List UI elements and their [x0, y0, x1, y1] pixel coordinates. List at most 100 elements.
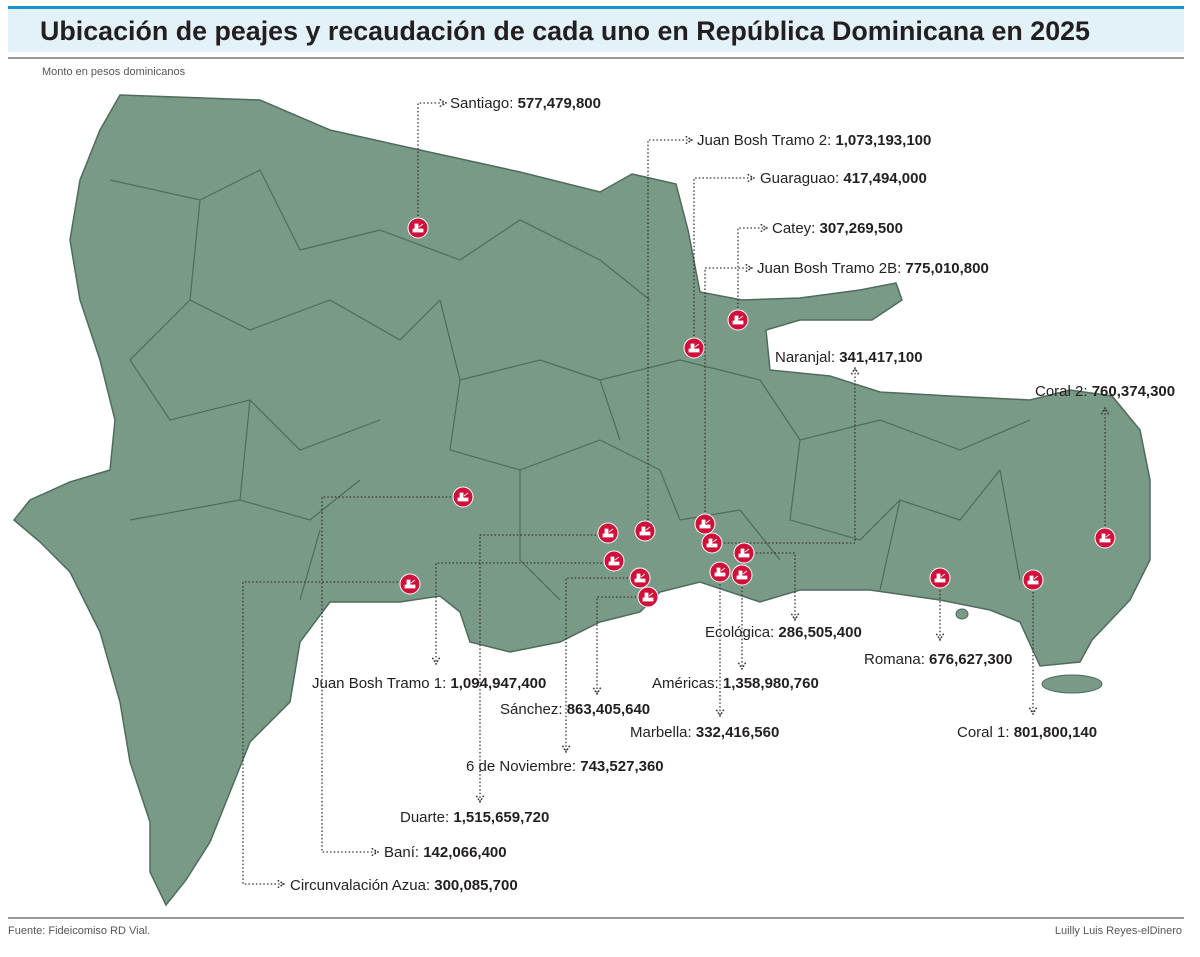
toll-name: Catey: — [772, 220, 815, 237]
toll-name: Baní: — [384, 844, 419, 861]
toll-label: 6 de Noviembre: 743,527,360 — [466, 758, 664, 775]
toll-marker — [731, 564, 753, 586]
toll-markers — [399, 217, 1116, 608]
marker-icon — [634, 573, 646, 583]
labels: Santiago: 577,479,800 Juan Bosh Tramo 2: … — [290, 95, 1175, 894]
toll-name: Sánchez: — [500, 701, 563, 718]
toll-label: Catey: 307,269,500 — [772, 220, 903, 237]
toll-label: Américas: 1,358,980,760 — [652, 675, 819, 692]
leader-line — [647, 135, 694, 520]
leader-line — [724, 366, 860, 544]
toll-amount: 743,527,360 — [580, 758, 663, 775]
toll-marker — [1022, 569, 1044, 591]
marker-icon — [1027, 575, 1039, 585]
toll-name: Naranjal: — [775, 349, 835, 366]
toll-label: Santiago: 577,479,800 — [450, 95, 601, 112]
toll-label: Guaraguao: 417,494,000 — [760, 170, 927, 187]
toll-amount: 307,269,500 — [820, 220, 903, 237]
toll-label: Sánchez: 863,405,640 — [500, 701, 650, 718]
toll-marker — [929, 567, 951, 589]
map — [12, 94, 1151, 907]
credit: Luilly Luis Reyes-elDinero — [1055, 925, 1182, 937]
marker-icon — [642, 592, 654, 602]
toll-name: Ecológica: — [705, 624, 774, 641]
toll-amount: 863,405,640 — [567, 701, 650, 718]
toll-marker — [727, 309, 749, 331]
toll-name: Circunvalación Azua: — [290, 877, 430, 894]
toll-amount: 417,494,000 — [843, 170, 926, 187]
title-band — [8, 9, 1184, 52]
toll-marker — [683, 337, 705, 359]
toll-name: Coral 1: — [957, 724, 1010, 741]
marker-icon — [602, 528, 614, 538]
toll-name: 6 de Noviembre: — [466, 758, 576, 775]
toll-marker — [452, 486, 474, 508]
toll-name: Juan Bosh Tramo 1: — [312, 675, 446, 692]
leader-line — [242, 581, 398, 889]
subtitle: Monto en pesos dominicanos — [42, 66, 186, 78]
toll-label: Romana: 676,627,300 — [864, 651, 1012, 668]
toll-marker — [629, 567, 651, 589]
toll-marker — [399, 573, 421, 595]
toll-label: Circunvalación Azua: 300,085,700 — [290, 877, 518, 894]
toll-amount: 577,479,800 — [518, 95, 601, 112]
toll-name: Santiago: — [450, 95, 513, 112]
toll-name: Américas: — [652, 675, 719, 692]
marker-icon — [738, 548, 750, 558]
toll-marker — [603, 550, 625, 572]
toll-marker — [694, 513, 716, 535]
toll-amount: 1,094,947,400 — [450, 675, 546, 692]
toll-label: Naranjal: 341,417,100 — [775, 349, 923, 366]
islet — [955, 608, 969, 620]
toll-marker — [701, 532, 723, 554]
marker-icon — [688, 343, 700, 353]
toll-name: Juan Bosh Tramo 2: — [697, 132, 831, 149]
toll-label: Juan Bosh Tramo 2: 1,073,193,100 — [697, 132, 931, 149]
leader-line — [431, 562, 602, 666]
title: Ubicación de peajes y recaudación de cad… — [40, 16, 1090, 46]
toll-amount: 1,073,193,100 — [835, 132, 931, 149]
toll-name: Romana: — [864, 651, 925, 668]
toll-amount: 332,416,560 — [696, 724, 779, 741]
marker-icon — [457, 492, 469, 502]
island-saona — [1041, 674, 1103, 694]
marker-icon — [714, 567, 726, 577]
marker-icon — [706, 538, 718, 548]
marker-icon — [639, 526, 651, 536]
marker-icon — [1099, 533, 1111, 543]
leaders — [242, 98, 1110, 889]
toll-amount: 676,627,300 — [929, 651, 1012, 668]
toll-label: Marbella: 332,416,560 — [630, 724, 779, 741]
toll-marker — [1094, 527, 1116, 549]
toll-label: Coral 1: 801,800,140 — [957, 724, 1097, 741]
marker-icon — [736, 570, 748, 580]
toll-amount: 1,515,659,720 — [453, 809, 549, 826]
toll-amount: 760,374,300 — [1092, 383, 1175, 400]
source: Fuente: Fideicomiso RD Vial. — [8, 925, 150, 937]
toll-name: Marbella: — [630, 724, 692, 741]
toll-amount: 801,800,140 — [1014, 724, 1097, 741]
toll-name: Duarte: — [400, 809, 449, 826]
marker-icon — [412, 223, 424, 233]
marker-icon — [699, 519, 711, 529]
leader-line — [561, 577, 628, 754]
toll-amount: 775,010,800 — [905, 260, 988, 277]
toll-marker — [709, 561, 731, 583]
toll-name: Juan Bosh Tramo 2B: — [757, 260, 901, 277]
marker-icon — [404, 579, 416, 589]
leader-line — [417, 98, 448, 216]
toll-marker — [637, 586, 659, 608]
province-borders — [109, 169, 1031, 601]
toll-label: Juan Bosh Tramo 1: 1,094,947,400 — [312, 675, 546, 692]
toll-amount: 341,417,100 — [839, 349, 922, 366]
island — [12, 94, 1151, 907]
toll-label: Baní: 142,066,400 — [384, 844, 507, 861]
leader-line — [475, 534, 596, 804]
toll-marker — [733, 542, 755, 564]
toll-amount: 300,085,700 — [434, 877, 517, 894]
leader-line — [737, 223, 769, 308]
leader-line — [321, 496, 451, 857]
marker-icon — [934, 573, 946, 583]
marker-icon — [732, 315, 744, 325]
